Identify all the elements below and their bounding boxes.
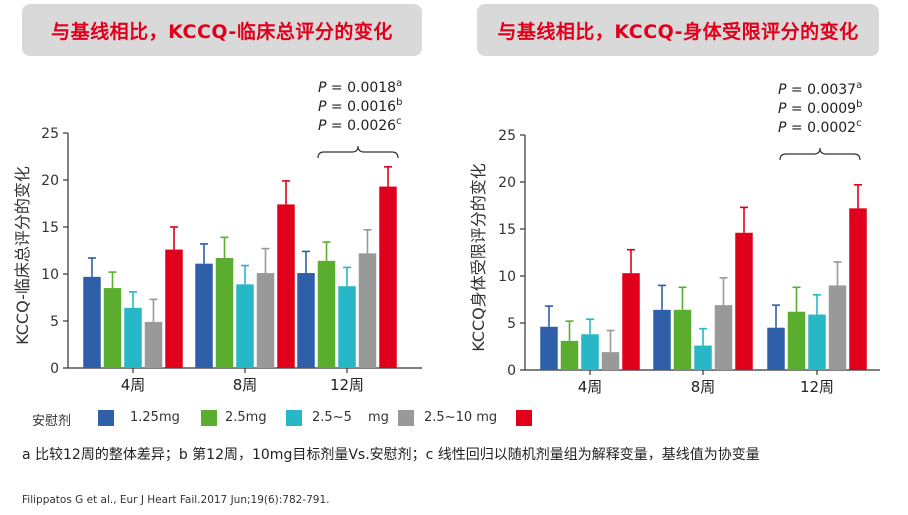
legend-label-placebo: 安慰剂 — [32, 414, 72, 429]
bar — [828, 285, 847, 370]
bar — [808, 314, 826, 370]
chart-left: 0 5 10 15 20 25 KCCQ-临床总评分的变化 4周 8周 12周 P = 0.0018… — [13, 78, 422, 394]
bar — [103, 288, 122, 368]
bar — [379, 186, 397, 368]
y-tick-label: 5 — [50, 314, 59, 330]
p-value-annotation: P = 0.0018a — [318, 78, 402, 96]
legend: 安慰剂 1.25mg 2.5mg 2.5~5 mg 2.5~10 mg — [0, 408, 908, 430]
y-tick-label: 5 — [507, 316, 516, 332]
significance-brace — [779, 147, 861, 161]
bar — [236, 284, 254, 368]
y-tick-label: 0 — [50, 361, 59, 377]
bar — [277, 204, 295, 368]
legend-label-2-5-10mg: 2.5~10 mg — [424, 410, 498, 425]
legend-swatch-2-5mg — [286, 410, 302, 426]
footnote: a 比较12周的整体差异；b 第12周，10mg目标剂量Vs.安慰剂；c 线性回… — [22, 447, 760, 463]
bar — [560, 340, 579, 370]
legend-label-1-25mg: 1.25mg — [130, 410, 180, 425]
bar — [622, 273, 640, 370]
legend-label-2-5-5: 2.5~5 — [312, 410, 352, 425]
y-tick-label: 25 — [498, 128, 516, 144]
x-tick-label: 12周 — [800, 378, 834, 396]
p-value-annotation: P = 0.0009b — [778, 99, 862, 117]
bar — [358, 253, 377, 368]
y-tick-label: 25 — [41, 126, 59, 142]
x-tick-label: 8周 — [233, 376, 258, 394]
x-tick-label: 12周 — [330, 376, 364, 394]
bar — [787, 311, 806, 370]
legend-swatch-1-25mg — [201, 410, 217, 426]
legend-swatch-placebo — [98, 410, 114, 426]
x-tick-label: 8周 — [691, 378, 716, 396]
bar — [165, 249, 183, 368]
chart-title-right: 与基线相比，KCCQ-身体受限评分的变化 — [477, 4, 879, 56]
bar — [317, 260, 336, 368]
bar — [195, 263, 213, 368]
bar — [849, 208, 867, 370]
bar — [581, 334, 599, 370]
p-value-annotation: P = 0.0002c — [778, 118, 862, 136]
y-tick-label: 20 — [498, 175, 516, 191]
bar — [714, 305, 733, 370]
bar — [83, 276, 101, 368]
bar — [338, 286, 356, 368]
y-tick-label: 10 — [498, 269, 516, 285]
y-tick-label: 10 — [41, 267, 59, 283]
bar — [256, 273, 275, 368]
y-axis-label: KCCQ-临床总评分的变化 — [13, 166, 32, 345]
bar — [694, 345, 712, 370]
legend-label-2-5mg: 2.5mg — [225, 410, 267, 425]
bar — [144, 321, 163, 368]
bar — [540, 326, 558, 370]
bar — [601, 352, 620, 370]
y-tick-label: 20 — [41, 173, 59, 189]
y-tick-label: 15 — [41, 220, 59, 236]
y-tick-label: 15 — [498, 222, 516, 238]
x-tick-label: 4周 — [121, 376, 146, 394]
significance-brace — [317, 145, 399, 159]
chart-right: 0 5 10 15 20 25 KCCQ身体受限评分的变化 4周 8周 12周 P = 0.0037… — [469, 80, 880, 396]
p-value-annotation: P = 0.0037a — [778, 80, 862, 98]
legend-swatch-10mg — [516, 410, 532, 426]
y-tick-label: 0 — [507, 363, 516, 379]
x-tick-label: 4周 — [578, 378, 603, 396]
bar — [215, 258, 234, 368]
bar — [767, 327, 785, 370]
y-axis-label: KCCQ身体受限评分的变化 — [469, 163, 488, 352]
bar — [653, 309, 671, 370]
legend-swatch-5mg — [398, 410, 414, 426]
bar — [297, 273, 315, 368]
citation: Filippatos G et al., Eur J Heart Fail.20… — [22, 494, 330, 506]
bar — [673, 309, 692, 370]
legend-label-mg: mg — [368, 410, 389, 425]
chart-title-left: 与基线相比，KCCQ-临床总评分的变化 — [22, 4, 422, 56]
bar — [124, 307, 142, 368]
bar — [735, 232, 753, 370]
p-value-annotation: P = 0.0026c — [318, 116, 402, 134]
p-value-annotation: P = 0.0016b — [318, 97, 402, 115]
